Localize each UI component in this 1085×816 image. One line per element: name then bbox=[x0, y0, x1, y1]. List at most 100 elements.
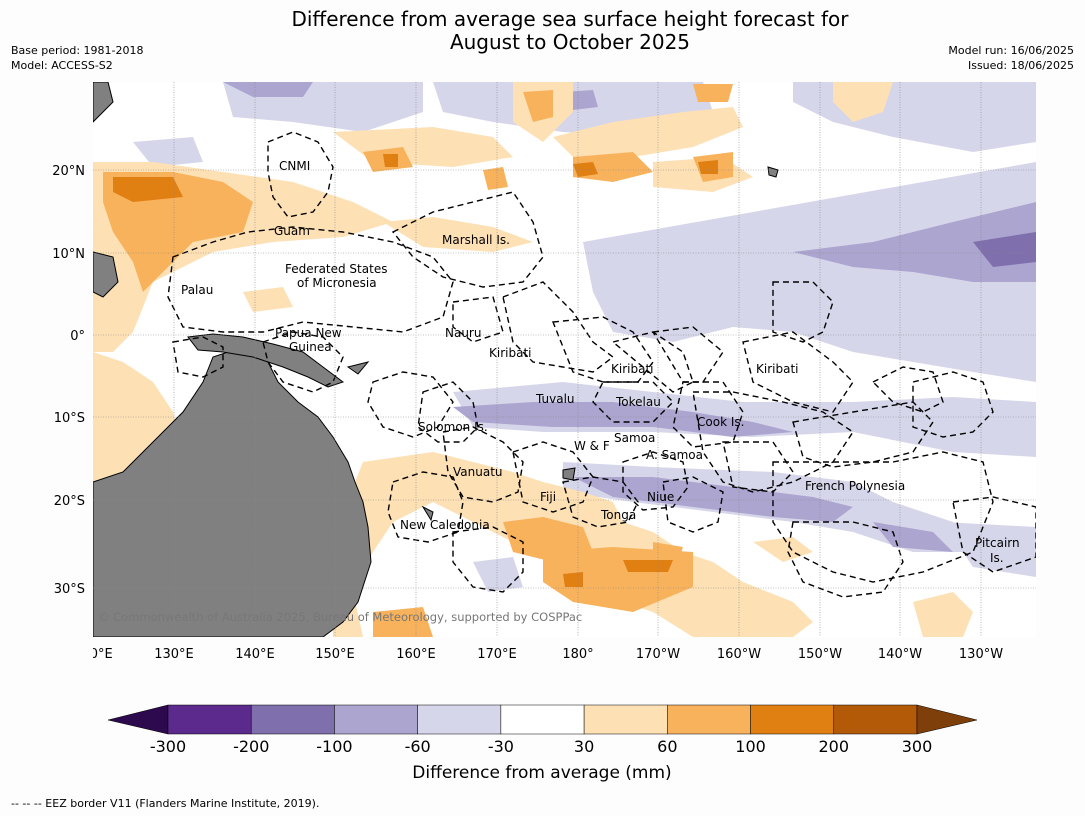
lon-tick-170w: 170°W bbox=[636, 647, 680, 662]
colorbar-label-8: 200 bbox=[819, 737, 850, 756]
lat-label-20s: 20°S bbox=[54, 494, 85, 509]
label-cnmi: CNMI bbox=[279, 159, 310, 173]
run-issue-info: Model run: 16/06/2025 Issued: 18/06/2025 bbox=[948, 43, 1074, 73]
colorbar-label-9: 300 bbox=[902, 737, 933, 756]
lon-tick-140e: 140°E bbox=[235, 647, 275, 662]
label-pitcairn-1: Pitcairn bbox=[975, 536, 1020, 550]
anomaly-neg-mid bbox=[223, 82, 1036, 552]
anomaly-pos-strong bbox=[113, 154, 718, 587]
label-png-2: Guinea bbox=[289, 340, 332, 354]
new-guinea bbox=[187, 333, 345, 388]
label-tokelau: Tokelau bbox=[615, 395, 661, 409]
lat-axis: 20°N 10°N 0° 10°S 20°S 30°S bbox=[52, 164, 85, 597]
label-marshall: Marshall Is. bbox=[442, 233, 510, 247]
colorbar-label-0: -300 bbox=[150, 737, 186, 756]
borneo-philippines bbox=[93, 82, 114, 123]
anomaly-neg-strong bbox=[973, 232, 1036, 267]
hawaii bbox=[767, 166, 779, 178]
base-model-info: Base period: 1981-2018 Model: ACCESS-S2 bbox=[11, 43, 143, 73]
label-solomon: Solomon Is. bbox=[418, 420, 488, 434]
fiji-island bbox=[562, 467, 576, 481]
lon-tick-150w: 150°W bbox=[798, 647, 842, 662]
celebes bbox=[93, 251, 119, 298]
lat-label-0: 0° bbox=[70, 329, 85, 344]
label-new-caledonia: New Caledonia bbox=[400, 518, 490, 532]
colorbar: -300 -200 -100 -60 -30 30 60 100 200 300 Differen… bbox=[107, 704, 978, 783]
colorbar-box-8 bbox=[833, 704, 918, 735]
lon-tick-labels: 120°E 130°E 140°E 150°E 160°E 170°E 180°… bbox=[93, 647, 1003, 662]
label-vanuatu: Vanuatu bbox=[453, 465, 503, 479]
label-kiribati-1: Kiribati bbox=[489, 346, 531, 360]
colorbar-box-2 bbox=[334, 704, 418, 735]
colorbar-box-1 bbox=[250, 704, 335, 735]
label-french-polynesia: French Polynesia bbox=[805, 479, 905, 493]
label-fiji: Fiji bbox=[540, 490, 556, 504]
copyright-text: © Commonwealth of Australia 2025, Bureau… bbox=[98, 610, 582, 624]
lat-label-20n: 20°N bbox=[52, 164, 85, 179]
place-labels: CNMI Guam Marshall Is. Federated States … bbox=[181, 159, 1020, 565]
anomaly-neg-light bbox=[133, 82, 1036, 592]
lon-tick-140w: 140°W bbox=[878, 647, 922, 662]
colorbar-box-5 bbox=[583, 704, 668, 735]
colorbar-boxes bbox=[167, 704, 918, 735]
map-area: CNMI Guam Marshall Is. Federated States … bbox=[93, 82, 1036, 637]
colorbar-box-7 bbox=[750, 704, 835, 735]
label-tonga: Tonga bbox=[600, 508, 636, 522]
label-fsm-2: of Micronesia bbox=[297, 276, 377, 290]
colorbar-label-2: -100 bbox=[316, 737, 352, 756]
landmasses bbox=[93, 82, 779, 637]
new-caledonia bbox=[421, 505, 434, 522]
label-nauru: Nauru bbox=[445, 326, 481, 340]
eez-borders bbox=[167, 131, 1036, 598]
lat-label-10n: 10°N bbox=[52, 247, 85, 262]
label-guam: Guam bbox=[274, 224, 310, 238]
label-samoa: Samoa bbox=[614, 431, 655, 445]
colorbar-over-triangle bbox=[916, 704, 978, 735]
title-line-2: August to October 2025 bbox=[449, 30, 691, 54]
label-kiribati-2: Kiribati bbox=[611, 362, 653, 376]
label-cook: Cook Is. bbox=[697, 415, 744, 429]
model-run-text: Model run: 16/06/2025 bbox=[948, 44, 1074, 57]
chart-title: Difference from average sea surface heig… bbox=[0, 8, 1085, 54]
gridlines bbox=[93, 82, 1036, 637]
eez-legend: -- -- -- EEZ border V11 (Flanders Marine… bbox=[11, 797, 320, 810]
colorbar-box-0 bbox=[167, 704, 252, 735]
lon-tick-130w: 130°W bbox=[959, 647, 1003, 662]
title-line-1: Difference from average sea surface heig… bbox=[291, 7, 849, 31]
issued-text: Issued: 18/06/2025 bbox=[967, 59, 1074, 72]
lat-label-30s: 30°S bbox=[54, 582, 85, 597]
lon-tick-160e: 160°E bbox=[396, 647, 436, 662]
label-asamoa: A. Samoa bbox=[646, 448, 703, 462]
label-niue: Niue bbox=[647, 490, 674, 504]
colorbar-label-6: 60 bbox=[657, 737, 677, 756]
lon-tick-150e: 150°E bbox=[315, 647, 355, 662]
lon-tick-160w: 160°W bbox=[717, 647, 761, 662]
colorbar-label-3: -60 bbox=[405, 737, 431, 756]
lat-label-10s: 10°S bbox=[54, 411, 85, 426]
base-period-text: Base period: 1981-2018 bbox=[11, 44, 144, 57]
forecast-map: CNMI Guam Marshall Is. Federated States … bbox=[93, 82, 1036, 662]
new-britain bbox=[346, 361, 370, 375]
label-kiribati-3: Kiribati bbox=[756, 362, 798, 376]
label-png-1: Papua New bbox=[275, 326, 342, 340]
colorbar-under-triangle bbox=[107, 704, 169, 735]
colorbar-labels: -300 -200 -100 -60 -30 30 60 100 200 300 bbox=[150, 737, 932, 756]
colorbar-label-4: -30 bbox=[488, 737, 514, 756]
label-palau: Palau bbox=[181, 283, 213, 297]
model-text: Model: ACCESS-S2 bbox=[11, 59, 113, 72]
lon-tick-180: 180° bbox=[562, 647, 593, 662]
colorbar-label-7: 100 bbox=[735, 737, 766, 756]
colorbar-label-1: -200 bbox=[233, 737, 269, 756]
colorbar-title: Difference from average (mm) bbox=[412, 763, 671, 783]
label-fsm-1: Federated States bbox=[285, 262, 387, 276]
colorbar-box-3 bbox=[417, 704, 502, 735]
lon-tick-170e: 170°E bbox=[477, 647, 517, 662]
australia bbox=[93, 346, 372, 637]
lon-tick-120e: 120°E bbox=[93, 647, 113, 662]
colorbar-box-4 bbox=[500, 704, 585, 735]
lon-tick-130e: 130°E bbox=[154, 647, 194, 662]
colorbar-box-6 bbox=[667, 704, 751, 735]
label-tuvalu: Tuvalu bbox=[535, 392, 575, 406]
label-pitcairn-2: Is. bbox=[990, 551, 1004, 565]
label-wf: W & F bbox=[574, 439, 610, 453]
